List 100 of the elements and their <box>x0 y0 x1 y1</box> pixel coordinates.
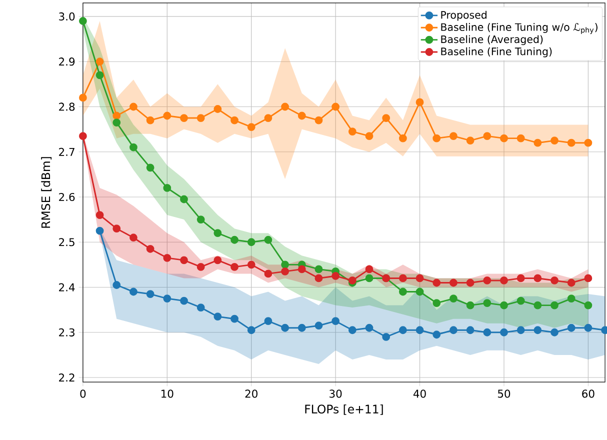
point <box>398 274 407 282</box>
point <box>483 132 492 140</box>
y-tick-label: 2.2 <box>59 374 74 382</box>
point <box>567 138 576 147</box>
point <box>130 143 138 152</box>
point <box>332 102 340 111</box>
point <box>78 132 87 140</box>
point <box>130 234 138 242</box>
point <box>314 265 323 274</box>
legend-label: Proposed <box>441 10 486 21</box>
point <box>281 260 289 269</box>
point <box>365 132 374 140</box>
point <box>432 278 441 287</box>
point <box>163 112 172 120</box>
point <box>382 114 390 122</box>
x-tick-label: 30 <box>330 390 342 398</box>
point <box>398 288 407 296</box>
point <box>365 265 374 274</box>
point <box>281 268 289 276</box>
point <box>466 301 474 310</box>
point <box>214 256 222 264</box>
point <box>230 116 238 124</box>
point <box>432 330 441 339</box>
x-tick-label: 40 <box>413 390 426 398</box>
point <box>196 263 205 271</box>
point <box>500 276 508 285</box>
point <box>264 114 272 122</box>
point <box>365 324 374 332</box>
x-tick-label: 60 <box>582 390 594 398</box>
x-tick-label: 0 <box>80 390 86 398</box>
point <box>348 128 356 136</box>
point <box>130 102 138 111</box>
point <box>146 245 154 253</box>
point <box>534 138 542 147</box>
point <box>516 134 525 142</box>
point <box>112 281 121 290</box>
point <box>516 296 525 305</box>
point <box>112 224 121 233</box>
point <box>163 294 172 303</box>
point <box>550 328 558 336</box>
point <box>130 288 138 296</box>
point <box>247 260 256 269</box>
y-tick-label: 2.5 <box>59 238 74 246</box>
y-tick-label: 2.6 <box>59 193 75 202</box>
point <box>196 304 205 312</box>
point <box>180 114 188 122</box>
point <box>96 71 104 80</box>
y-tick-label: 2.9 <box>59 58 75 66</box>
legend-label: Baseline (Averaged) <box>441 35 543 46</box>
point <box>483 276 492 285</box>
point <box>466 326 474 334</box>
point <box>450 294 458 303</box>
point <box>281 324 289 332</box>
point <box>584 138 592 147</box>
point <box>584 301 592 310</box>
point <box>214 229 222 238</box>
point <box>584 324 592 332</box>
point <box>550 301 558 310</box>
x-tick-label: 20 <box>245 390 258 398</box>
point <box>567 324 576 332</box>
point <box>432 134 441 142</box>
point <box>450 132 458 140</box>
point <box>264 270 272 278</box>
point <box>230 314 238 323</box>
point <box>180 195 188 204</box>
point <box>281 102 289 111</box>
y-axis-title: RMSE [dBm] <box>41 157 52 228</box>
point <box>483 299 492 308</box>
point <box>146 290 154 298</box>
point <box>96 211 104 220</box>
point <box>196 114 205 122</box>
point <box>78 94 87 102</box>
point <box>567 294 576 303</box>
point <box>483 328 492 336</box>
point <box>314 116 323 124</box>
point <box>196 216 205 224</box>
point <box>247 238 256 246</box>
point <box>567 278 576 287</box>
point <box>500 134 508 142</box>
point <box>416 288 424 296</box>
point <box>398 326 407 334</box>
point <box>298 265 306 274</box>
point <box>382 333 390 341</box>
point <box>398 134 407 142</box>
point <box>314 322 323 330</box>
point <box>450 326 458 334</box>
point <box>146 116 154 124</box>
point <box>78 17 87 26</box>
point <box>230 263 238 271</box>
point <box>180 256 188 264</box>
y-tick-label: 3.0 <box>59 12 75 21</box>
point <box>534 326 542 334</box>
point <box>450 278 458 287</box>
x-tick-label: 50 <box>498 390 510 398</box>
legend-label: Baseline (Fine Tuning w/o ℒ$_{phy}$) <box>441 23 598 34</box>
point <box>348 326 356 334</box>
point <box>112 112 121 120</box>
point <box>214 312 222 321</box>
point <box>298 112 306 120</box>
point <box>332 272 340 280</box>
